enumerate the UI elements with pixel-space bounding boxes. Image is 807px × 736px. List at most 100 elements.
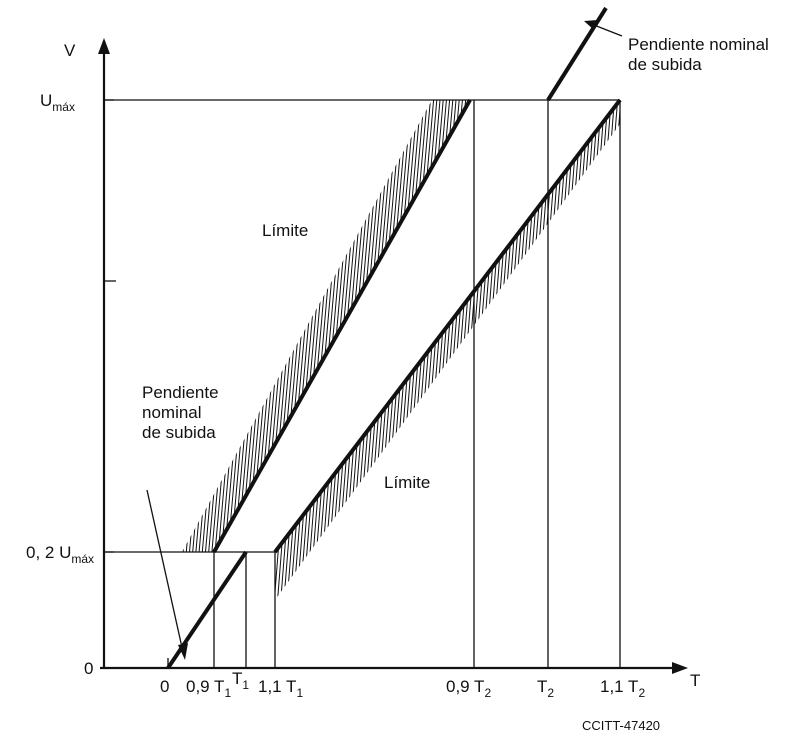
hatch-stroke <box>86 100 126 560</box>
hatch-stroke <box>96 100 136 560</box>
hatch-stroke <box>474 100 516 600</box>
hatch-stroke <box>436 100 478 600</box>
hatch-stroke <box>519 100 561 600</box>
x-tick-label-t1: T1 <box>232 669 249 692</box>
hatch-stroke <box>308 100 350 600</box>
hatch-stroke <box>93 100 133 560</box>
hatch-stroke <box>297 100 339 552</box>
nominal-lower-label-line3: de subida <box>142 423 216 442</box>
hatch-stroke <box>275 100 283 600</box>
hatch-stroke <box>255 100 297 552</box>
upper-limit-line <box>212 99 472 553</box>
lower-hatch-band <box>226 100 620 610</box>
hatch-stroke <box>532 100 574 600</box>
hatch-stroke <box>275 100 292 600</box>
hatch-stroke <box>290 100 332 552</box>
hatch-stroke <box>112 100 152 560</box>
lower-limit-line <box>273 98 622 554</box>
hatch-stroke <box>201 100 243 552</box>
hatch-stroke <box>106 100 146 560</box>
hatch-stroke <box>182 100 223 552</box>
hatch-stroke <box>596 100 620 600</box>
hatch-stroke <box>182 100 195 552</box>
hatch-stroke <box>275 100 305 600</box>
hatch-stroke <box>589 100 620 600</box>
x-axis-label: T <box>690 671 700 690</box>
x-tick-label-t2: T2 <box>537 677 554 700</box>
hatch-stroke <box>314 100 356 600</box>
hatch-stroke <box>583 100 620 600</box>
x-tick-label-09t2: 0,9 T2 <box>446 677 491 700</box>
hatch-stroke <box>131 100 171 560</box>
hatch-stroke <box>442 100 484 600</box>
hatch-stroke <box>295 100 337 600</box>
hatch-stroke <box>429 100 471 600</box>
hatch-stroke <box>281 100 323 552</box>
hatch-stroke <box>346 100 388 600</box>
hatch-stroke <box>285 100 327 600</box>
hatch-stroke <box>99 100 139 560</box>
hatch-stroke <box>188 100 230 552</box>
x-tick-label-11t2: 1,1 T2 <box>600 677 645 700</box>
hatch-stroke <box>275 100 302 600</box>
hatch-stroke <box>474 100 514 560</box>
hatch-stroke <box>268 100 310 552</box>
hatch-stroke <box>217 100 259 552</box>
hatch-stroke <box>548 100 590 600</box>
hatch-stroke <box>229 100 269 610</box>
hatch-stroke <box>275 100 289 600</box>
y-tick-label-zero: 0 <box>84 659 93 678</box>
hatch-stroke <box>210 100 252 552</box>
hatch-stroke <box>102 100 142 560</box>
hatch-stroke <box>220 100 262 552</box>
hatch-stroke <box>277 100 319 552</box>
hatch-stroke <box>522 100 564 600</box>
hatch-stroke <box>535 100 577 600</box>
hatch-stroke <box>327 100 369 600</box>
hatch-stroke <box>353 100 395 600</box>
hatch-stroke <box>182 100 185 552</box>
hatch-stroke <box>182 100 198 552</box>
x-tick-label-11t1: 1,1 T1 <box>258 677 303 700</box>
hatch-stroke <box>557 100 599 600</box>
hatch-stroke <box>378 100 420 600</box>
hatch-stroke <box>298 100 340 600</box>
hatch-stroke <box>615 100 620 600</box>
hatch-stroke <box>118 100 158 560</box>
hatch-stroke <box>458 100 500 600</box>
hatch-stroke <box>609 100 620 600</box>
hatch-stroke <box>564 100 606 600</box>
hatch-stroke <box>481 100 523 600</box>
hatch-stroke <box>325 100 367 552</box>
hatch-stroke <box>182 100 214 552</box>
hatch-stroke <box>249 100 291 552</box>
hatch-stroke <box>80 100 120 560</box>
nominal-lower-pointer <box>146 489 184 653</box>
hatch-stroke <box>182 100 188 552</box>
hatch-stroke <box>460 100 470 552</box>
hatch-stroke <box>457 100 470 552</box>
hatch-stroke <box>191 100 233 552</box>
hatch-stroke <box>602 100 620 600</box>
hatch-stroke <box>567 100 609 600</box>
hatch-stroke <box>570 100 612 600</box>
hatch-stroke <box>580 100 620 600</box>
hatch-stroke <box>226 100 266 610</box>
hatch-stroke <box>423 100 465 600</box>
figure-code: CCITT-47420 <box>582 718 660 733</box>
hatch-stroke <box>487 100 529 600</box>
y-axis-arrow <box>98 38 110 54</box>
hatch-stroke <box>265 100 307 552</box>
hatch-stroke <box>182 100 201 552</box>
nominal-upper-label-line1: Pendiente nominal <box>628 35 769 54</box>
hatch-stroke <box>372 100 414 600</box>
x-axis-arrow <box>672 662 688 674</box>
hatch-stroke <box>480 100 520 560</box>
hatch-stroke <box>426 100 468 600</box>
hatch-stroke <box>329 100 371 552</box>
hatch-stroke <box>461 100 503 600</box>
hatch-stroke <box>125 100 165 560</box>
hatch-stroke <box>182 100 217 552</box>
nominal-lower-pointer-head <box>178 643 188 660</box>
hatch-stroke <box>182 100 204 552</box>
